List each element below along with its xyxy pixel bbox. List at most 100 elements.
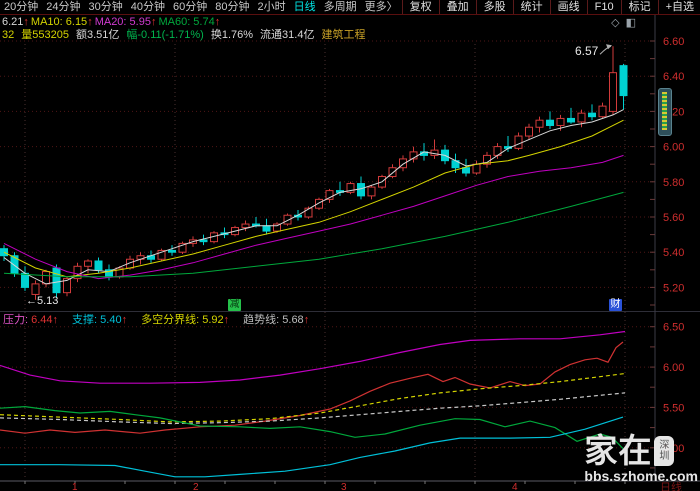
candle-down [546, 119, 554, 126]
indicator-value-3: 5.68 [282, 314, 304, 326]
period-tab-9[interactable]: 更多〉 [364, 1, 398, 13]
candle-down [21, 272, 29, 288]
quote-field-0: 32 [2, 29, 15, 41]
main-price-label: 5.80 [663, 177, 684, 189]
action-0[interactable]: 复权 [401, 0, 439, 14]
candle-up [84, 260, 92, 267]
period-tab-6[interactable]: 2小时 [257, 1, 286, 13]
up-arrow-icon: ↑ [121, 314, 128, 326]
grid-layer [0, 40, 655, 480]
action-4[interactable]: 画线 [549, 0, 587, 14]
ma-value-2: MA20: 5.95 [94, 16, 151, 28]
low-price-annotation: ←5.13 [26, 295, 59, 307]
main-price-label: 6.60 [663, 36, 684, 48]
candle-up [157, 249, 166, 260]
candle-up [535, 119, 544, 128]
up-arrow-icon: ↑ [23, 16, 29, 28]
axis-layer: 6.606.406.206.005.805.605.405.206.506.00… [0, 15, 700, 491]
period-tab-8[interactable]: 多周期 [323, 1, 357, 13]
candle-up [514, 135, 523, 149]
candle-up [367, 186, 376, 197]
quote-field-5: 流通31.4亿 [260, 29, 315, 41]
candle-up [241, 223, 250, 229]
diamond-icon[interactable]: ◇ [611, 17, 626, 29]
candle-down [94, 260, 103, 271]
annotation-arrowhead [606, 44, 612, 50]
candle-down [567, 117, 575, 123]
period-tab-3[interactable]: 40分钟 [130, 1, 165, 13]
action-7[interactable]: +自选 [657, 0, 700, 14]
main-price-label: 6.00 [663, 142, 684, 154]
candle-up [304, 207, 313, 218]
main-price-label: 5.40 [663, 247, 684, 259]
period-tab-7[interactable]: 日线 [293, 1, 316, 13]
period-tab-4[interactable]: 60分钟 [173, 1, 208, 13]
candle-up [609, 72, 617, 112]
candle-down [462, 167, 470, 174]
action-6[interactable]: 标记 [620, 0, 658, 14]
site-watermark: 家在 深圳 bbs.szhome.com [584, 434, 698, 484]
ma-line-ma60-green [3, 191, 624, 278]
candle-up [315, 198, 323, 209]
indicator-line-trend [0, 392, 626, 425]
candle-up [388, 167, 397, 178]
up-arrow-icon: ↑ [150, 16, 157, 28]
candle-up [325, 190, 334, 200]
candle-down [10, 255, 19, 274]
candles-layer [0, 46, 628, 300]
lines-layer [0, 109, 626, 478]
candle-up [178, 242, 187, 253]
candle-up [409, 151, 418, 160]
quote-field-4: 换1.76% [210, 29, 254, 41]
quote-field-6: 建筑工程 [321, 29, 366, 41]
candle-down [619, 65, 628, 97]
action-2[interactable]: 多股 [475, 0, 513, 14]
ma-value-0: 6.21 [2, 16, 24, 28]
watermark-site-url: bbs.szhome.com [584, 468, 698, 484]
indicator-value-1: 5.40 [100, 314, 122, 326]
up-arrow-icon: ↑ [223, 314, 230, 326]
up-arrow-icon: ↑ [303, 314, 310, 326]
candle-up [31, 283, 40, 295]
action-3[interactable]: 统计 [512, 0, 550, 14]
financial-report-badge[interactable]: 财 [609, 299, 622, 311]
candle-up [598, 105, 607, 118]
period-tab-2[interactable]: 30分钟 [88, 1, 123, 13]
top-toolbar: 20分钟 24分钟 30分钟 40分钟 60分钟 80分钟 2小时 日线 多周期 更多〉 复权 叠加… [0, 0, 700, 15]
quote-field-2: 额3.51亿 [75, 29, 120, 41]
candle-down [168, 249, 176, 253]
action-5[interactable]: F10 [586, 0, 621, 14]
candle-down [52, 267, 61, 294]
view-toggle-icons: ◇◧ [611, 16, 642, 29]
indicator-line-green-line [0, 405, 624, 450]
high-price-annotation: 6.57 [575, 44, 599, 58]
period-tab-0[interactable]: 20分钟 [4, 1, 39, 13]
action-1[interactable]: 叠加 [438, 0, 476, 14]
month-label: 3 [341, 482, 347, 491]
reduce-holdings-badge[interactable]: 减 [228, 299, 241, 311]
quote-field-1: 量553205 [21, 29, 69, 41]
up-arrow-icon: ↑ [52, 314, 59, 326]
period-tab-1[interactable]: 24分钟 [46, 1, 81, 13]
main-price-label: 5.20 [663, 282, 684, 294]
quote-field-3: 幅-0.11(-1.71%) [126, 29, 204, 41]
candle-up [63, 278, 71, 294]
period-tab-5[interactable]: 80分钟 [215, 1, 250, 13]
indicator-line-support [0, 416, 624, 478]
indicator-label-2: 多空分界线: [141, 314, 203, 326]
scrollbar-thumb[interactable] [658, 88, 672, 136]
candle-down [588, 112, 596, 118]
scrollbar-minimap [662, 92, 667, 130]
sub-price-label: 6.50 [663, 322, 684, 334]
indicator-label-3: 趋势线: [243, 314, 283, 326]
candle-up [577, 112, 586, 123]
up-arrow-icon: ↑ [87, 16, 93, 28]
split-view-icon[interactable]: ◧ [625, 17, 642, 29]
ma-line-ma10-yellow [3, 119, 624, 278]
up-arrow-icon: ↑ [214, 16, 221, 28]
sub-price-label: 5.50 [663, 402, 684, 414]
candle-up [273, 223, 281, 232]
candle-down [262, 225, 271, 232]
main-price-label: 5.60 [663, 212, 684, 224]
